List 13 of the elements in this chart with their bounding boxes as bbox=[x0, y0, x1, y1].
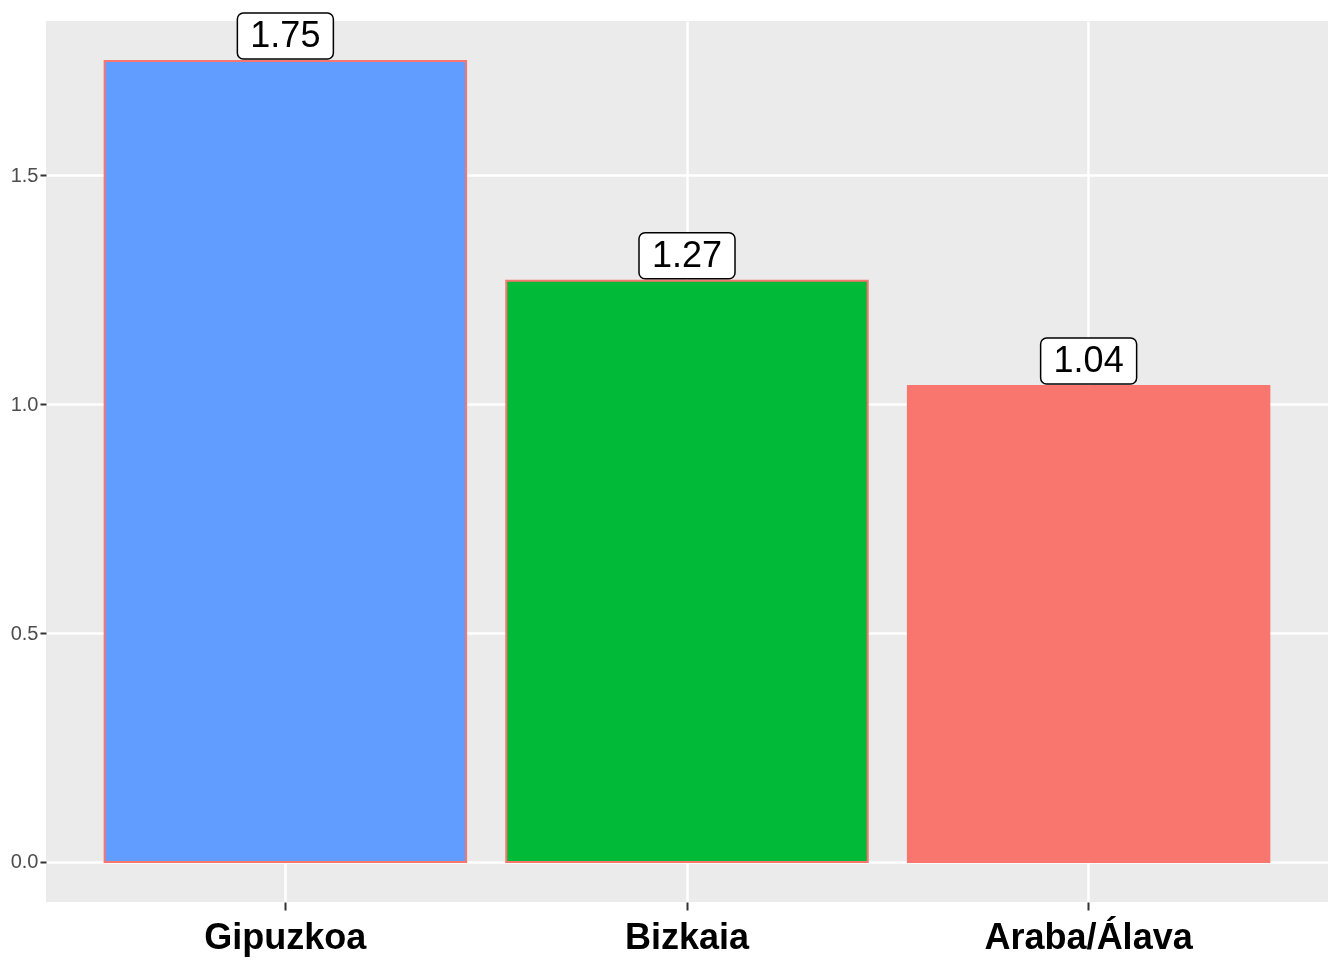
y-tick-label: 0.0 bbox=[10, 850, 39, 873]
y-tick-label: 1.5 bbox=[10, 163, 39, 186]
y-tick-label: 0.5 bbox=[10, 621, 39, 644]
bar bbox=[906, 384, 1271, 863]
data-label: 1.75 bbox=[250, 14, 321, 56]
data-label: 1.04 bbox=[1053, 338, 1124, 380]
x-tick-label: Bizkaia bbox=[624, 915, 751, 957]
bar bbox=[505, 279, 869, 863]
data-label: 1.27 bbox=[651, 233, 723, 275]
x-tick-label: Araba/Álava bbox=[984, 915, 1194, 957]
x-tick-label: Gipuzkoa bbox=[204, 915, 368, 957]
bar bbox=[103, 60, 468, 863]
y-tick-label: 1.0 bbox=[10, 392, 39, 415]
